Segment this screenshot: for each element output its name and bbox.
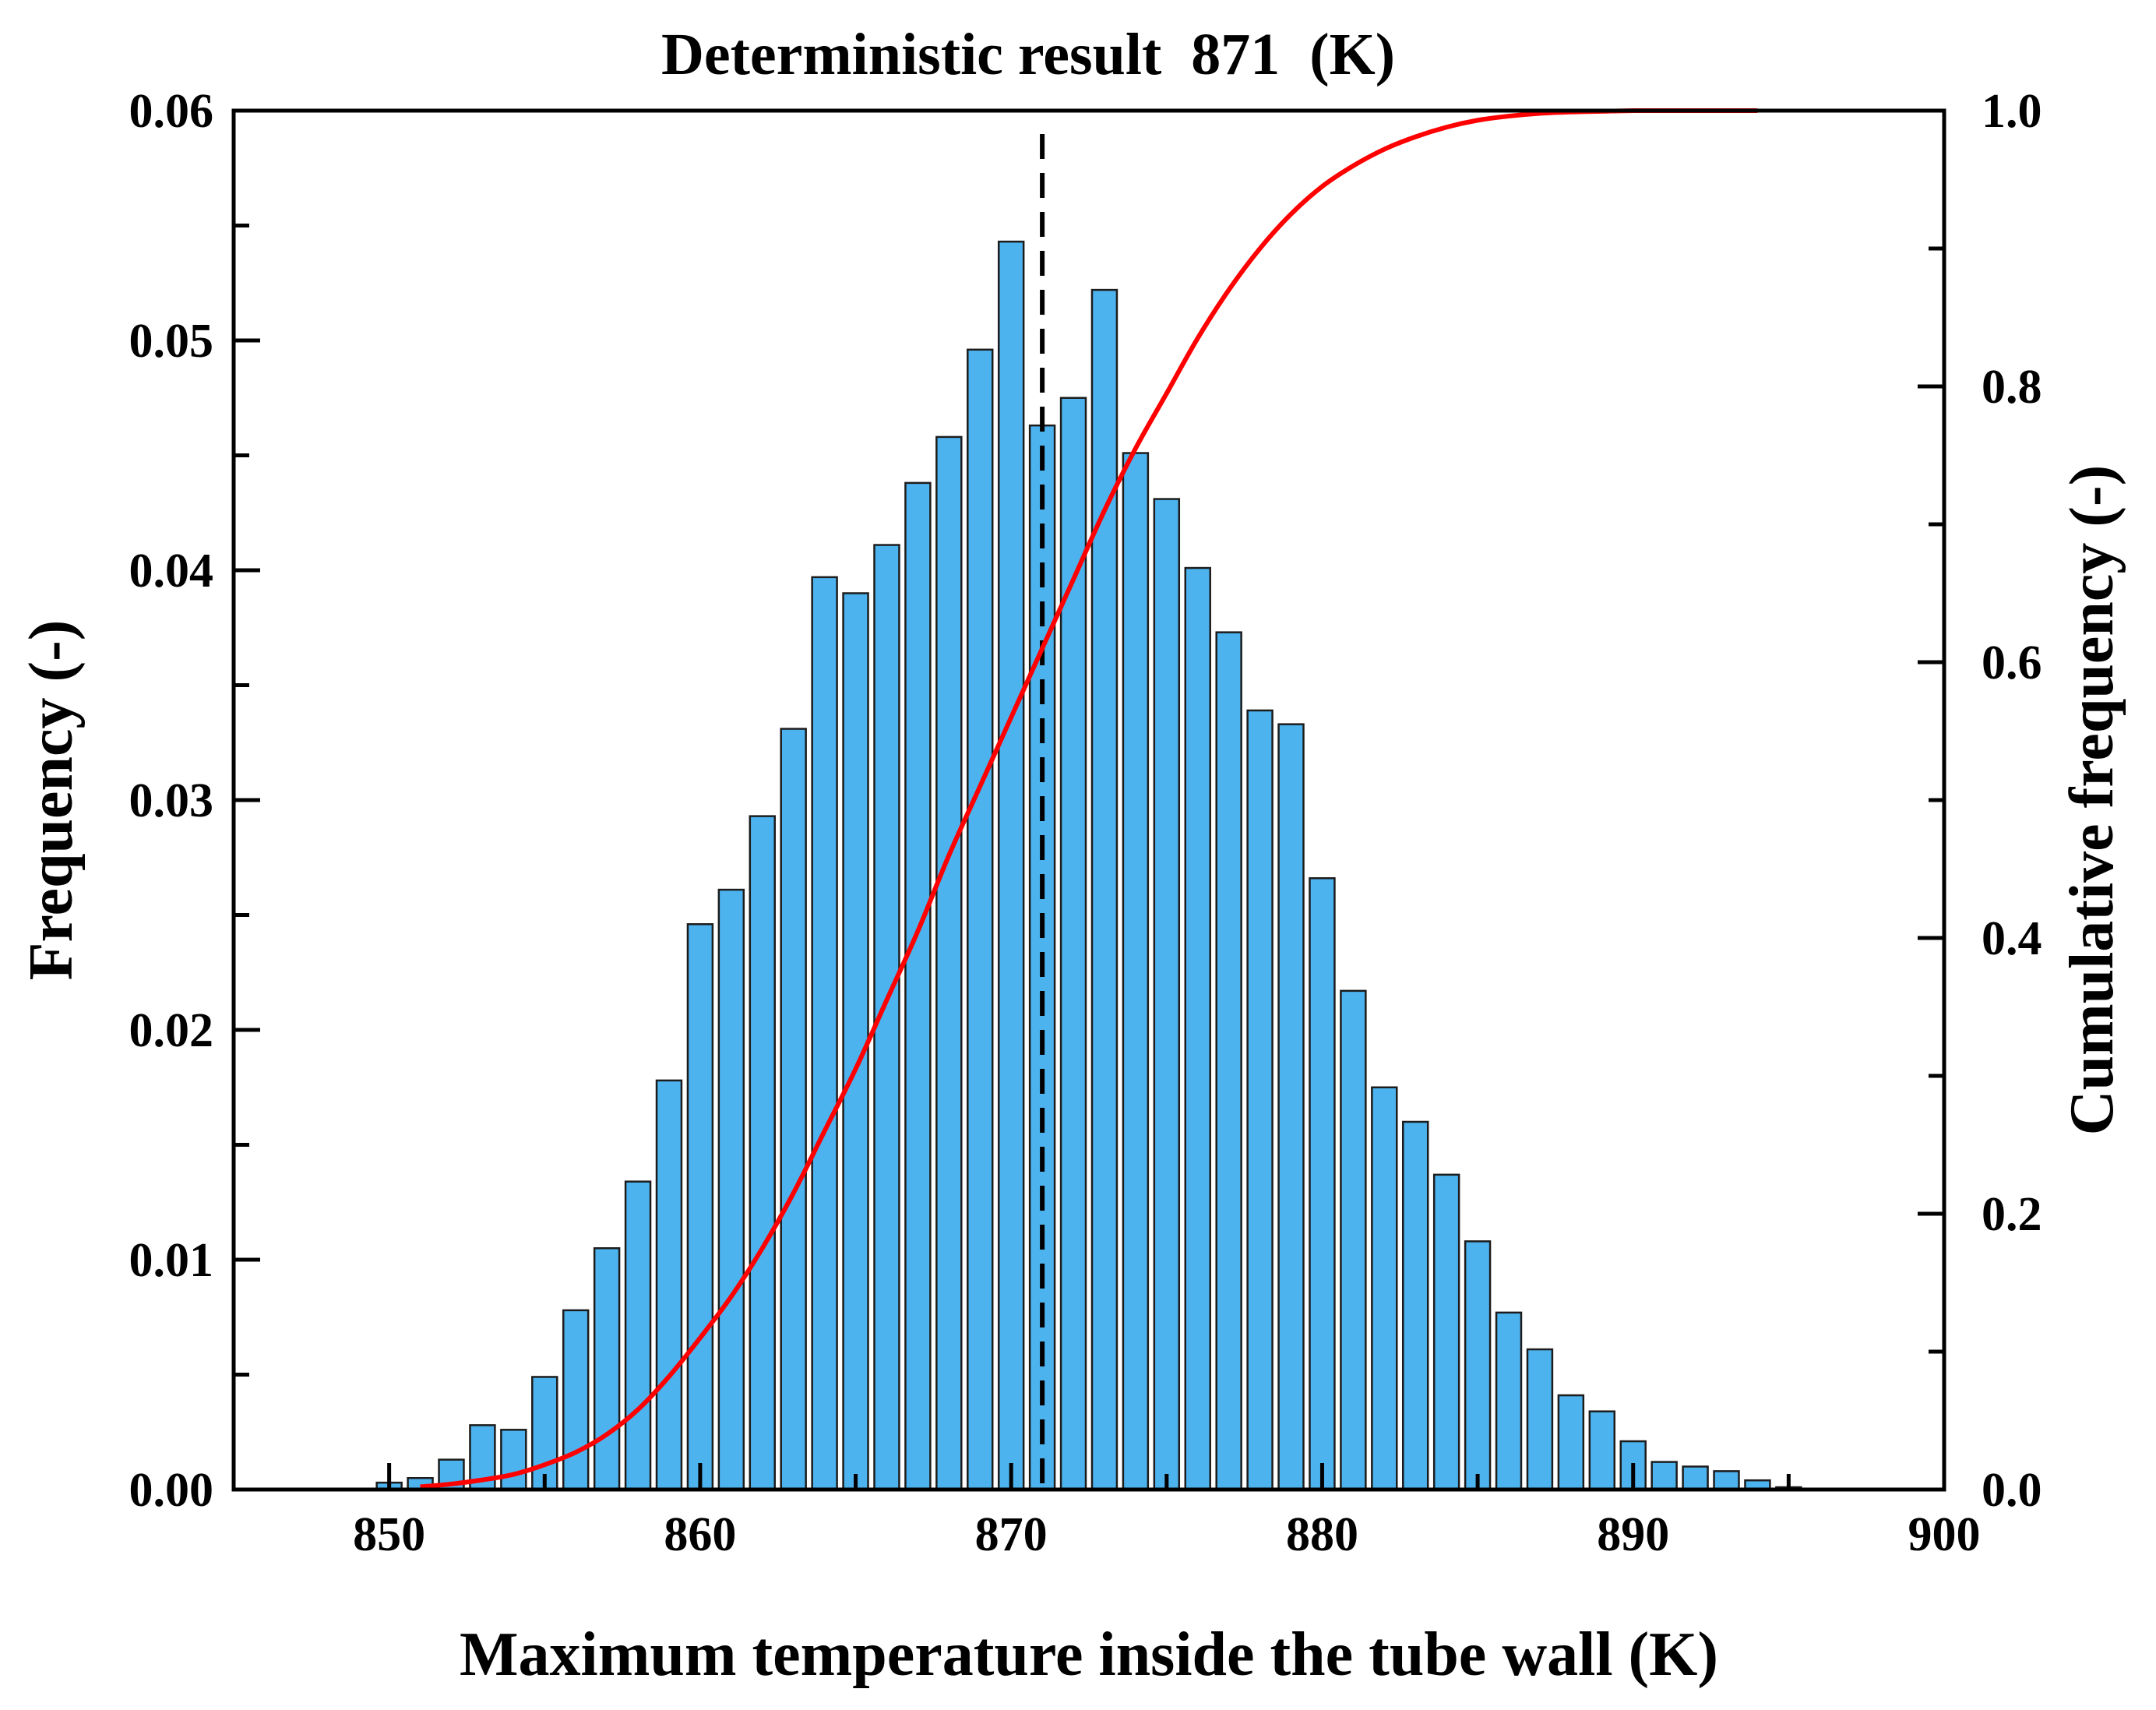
histogram-bar — [1682, 1465, 1709, 1491]
x-tick-label: 860 — [664, 1508, 736, 1561]
chart-title: Deterministic result 871 (K) — [661, 22, 1395, 87]
histogram-bar — [967, 348, 994, 1491]
plot-border — [231, 108, 1946, 1492]
histogram-bar — [1432, 1173, 1460, 1491]
histogram-bar — [1588, 1410, 1616, 1491]
y-tick-label: 0.00 — [129, 1464, 214, 1517]
x-axis-ticks: 850 860 870 880 890 900 — [231, 1463, 1981, 1561]
histogram-bar — [1090, 288, 1119, 1491]
y2-tick-label: 0.0 — [1982, 1464, 2042, 1517]
histogram-bar — [624, 1180, 652, 1491]
histogram-bar — [1277, 723, 1305, 1491]
y-tick-label: 0.01 — [129, 1234, 214, 1287]
histogram-bar — [1526, 1348, 1554, 1491]
histogram-bar — [1215, 631, 1242, 1491]
histogram-bar — [842, 592, 869, 1491]
histogram-bar — [811, 576, 838, 1491]
histogram-bar — [1340, 989, 1367, 1491]
y2-axis-label: Cumulative frequency (-) — [2058, 465, 2126, 1136]
y-tick-label: 0.06 — [129, 85, 214, 138]
x-tick-label: 900 — [1908, 1508, 1981, 1561]
histogram-bar — [686, 923, 714, 1491]
histogram-bar — [655, 1079, 683, 1491]
histogram-bar — [1402, 1120, 1429, 1491]
x-tick-label: 880 — [1286, 1508, 1358, 1561]
histogram-bar — [531, 1376, 558, 1491]
histogram-bar — [935, 435, 963, 1491]
x-tick-label: 890 — [1597, 1508, 1669, 1561]
histogram-bars — [375, 240, 1802, 1491]
histogram-bar — [1184, 566, 1211, 1491]
histogram-bar — [780, 728, 807, 1491]
y-tick-label: 0.02 — [129, 1004, 214, 1057]
y2-tick-label: 1.0 — [1982, 85, 2042, 138]
histogram-bar — [1309, 877, 1336, 1491]
y2-tick-label: 0.4 — [1982, 912, 2042, 965]
histogram-bar — [997, 240, 1025, 1491]
cumulative-curve — [420, 108, 1758, 1490]
y-tick-label: 0.05 — [129, 315, 214, 368]
histogram-bar — [1122, 452, 1150, 1491]
histogram-bar — [1557, 1394, 1585, 1491]
y2-axis-ticks: 0.0 0.2 0.4 0.6 0.8 1.0 — [1918, 85, 2042, 1517]
x-tick-label: 870 — [975, 1508, 1048, 1561]
histogram-bar — [1246, 709, 1274, 1491]
y-axis-ticks: 0.00 0.01 0.02 0.03 0.04 0.05 0.06 — [129, 85, 260, 1517]
histogram-bar — [500, 1429, 527, 1491]
y2-tick-label: 0.8 — [1982, 361, 2042, 414]
y-axis-label: Frequency (-) — [17, 620, 86, 981]
histogram-bar — [562, 1309, 590, 1491]
y-tick-label: 0.04 — [129, 545, 214, 598]
y2-tick-label: 0.2 — [1982, 1188, 2042, 1241]
x-tick-label: 850 — [353, 1508, 425, 1561]
histogram-bar — [1371, 1086, 1398, 1491]
histogram-bar — [1464, 1240, 1492, 1491]
y2-tick-label: 0.6 — [1982, 636, 2042, 689]
x-axis-label: Maximum temperature inside the tube wall… — [460, 1620, 1718, 1689]
y-tick-label: 0.03 — [129, 774, 214, 827]
histogram-bar — [1713, 1470, 1740, 1491]
histogram-bar — [904, 481, 932, 1491]
plot-frame — [231, 108, 1946, 1492]
histogram-bar — [1153, 498, 1181, 1491]
cumulative-line — [420, 108, 1758, 1490]
histogram-bar — [1495, 1311, 1523, 1491]
histogram-bar — [749, 815, 776, 1491]
histogram-bar — [717, 888, 745, 1491]
histogram-bar — [593, 1247, 621, 1491]
histogram-bar — [1650, 1461, 1678, 1491]
